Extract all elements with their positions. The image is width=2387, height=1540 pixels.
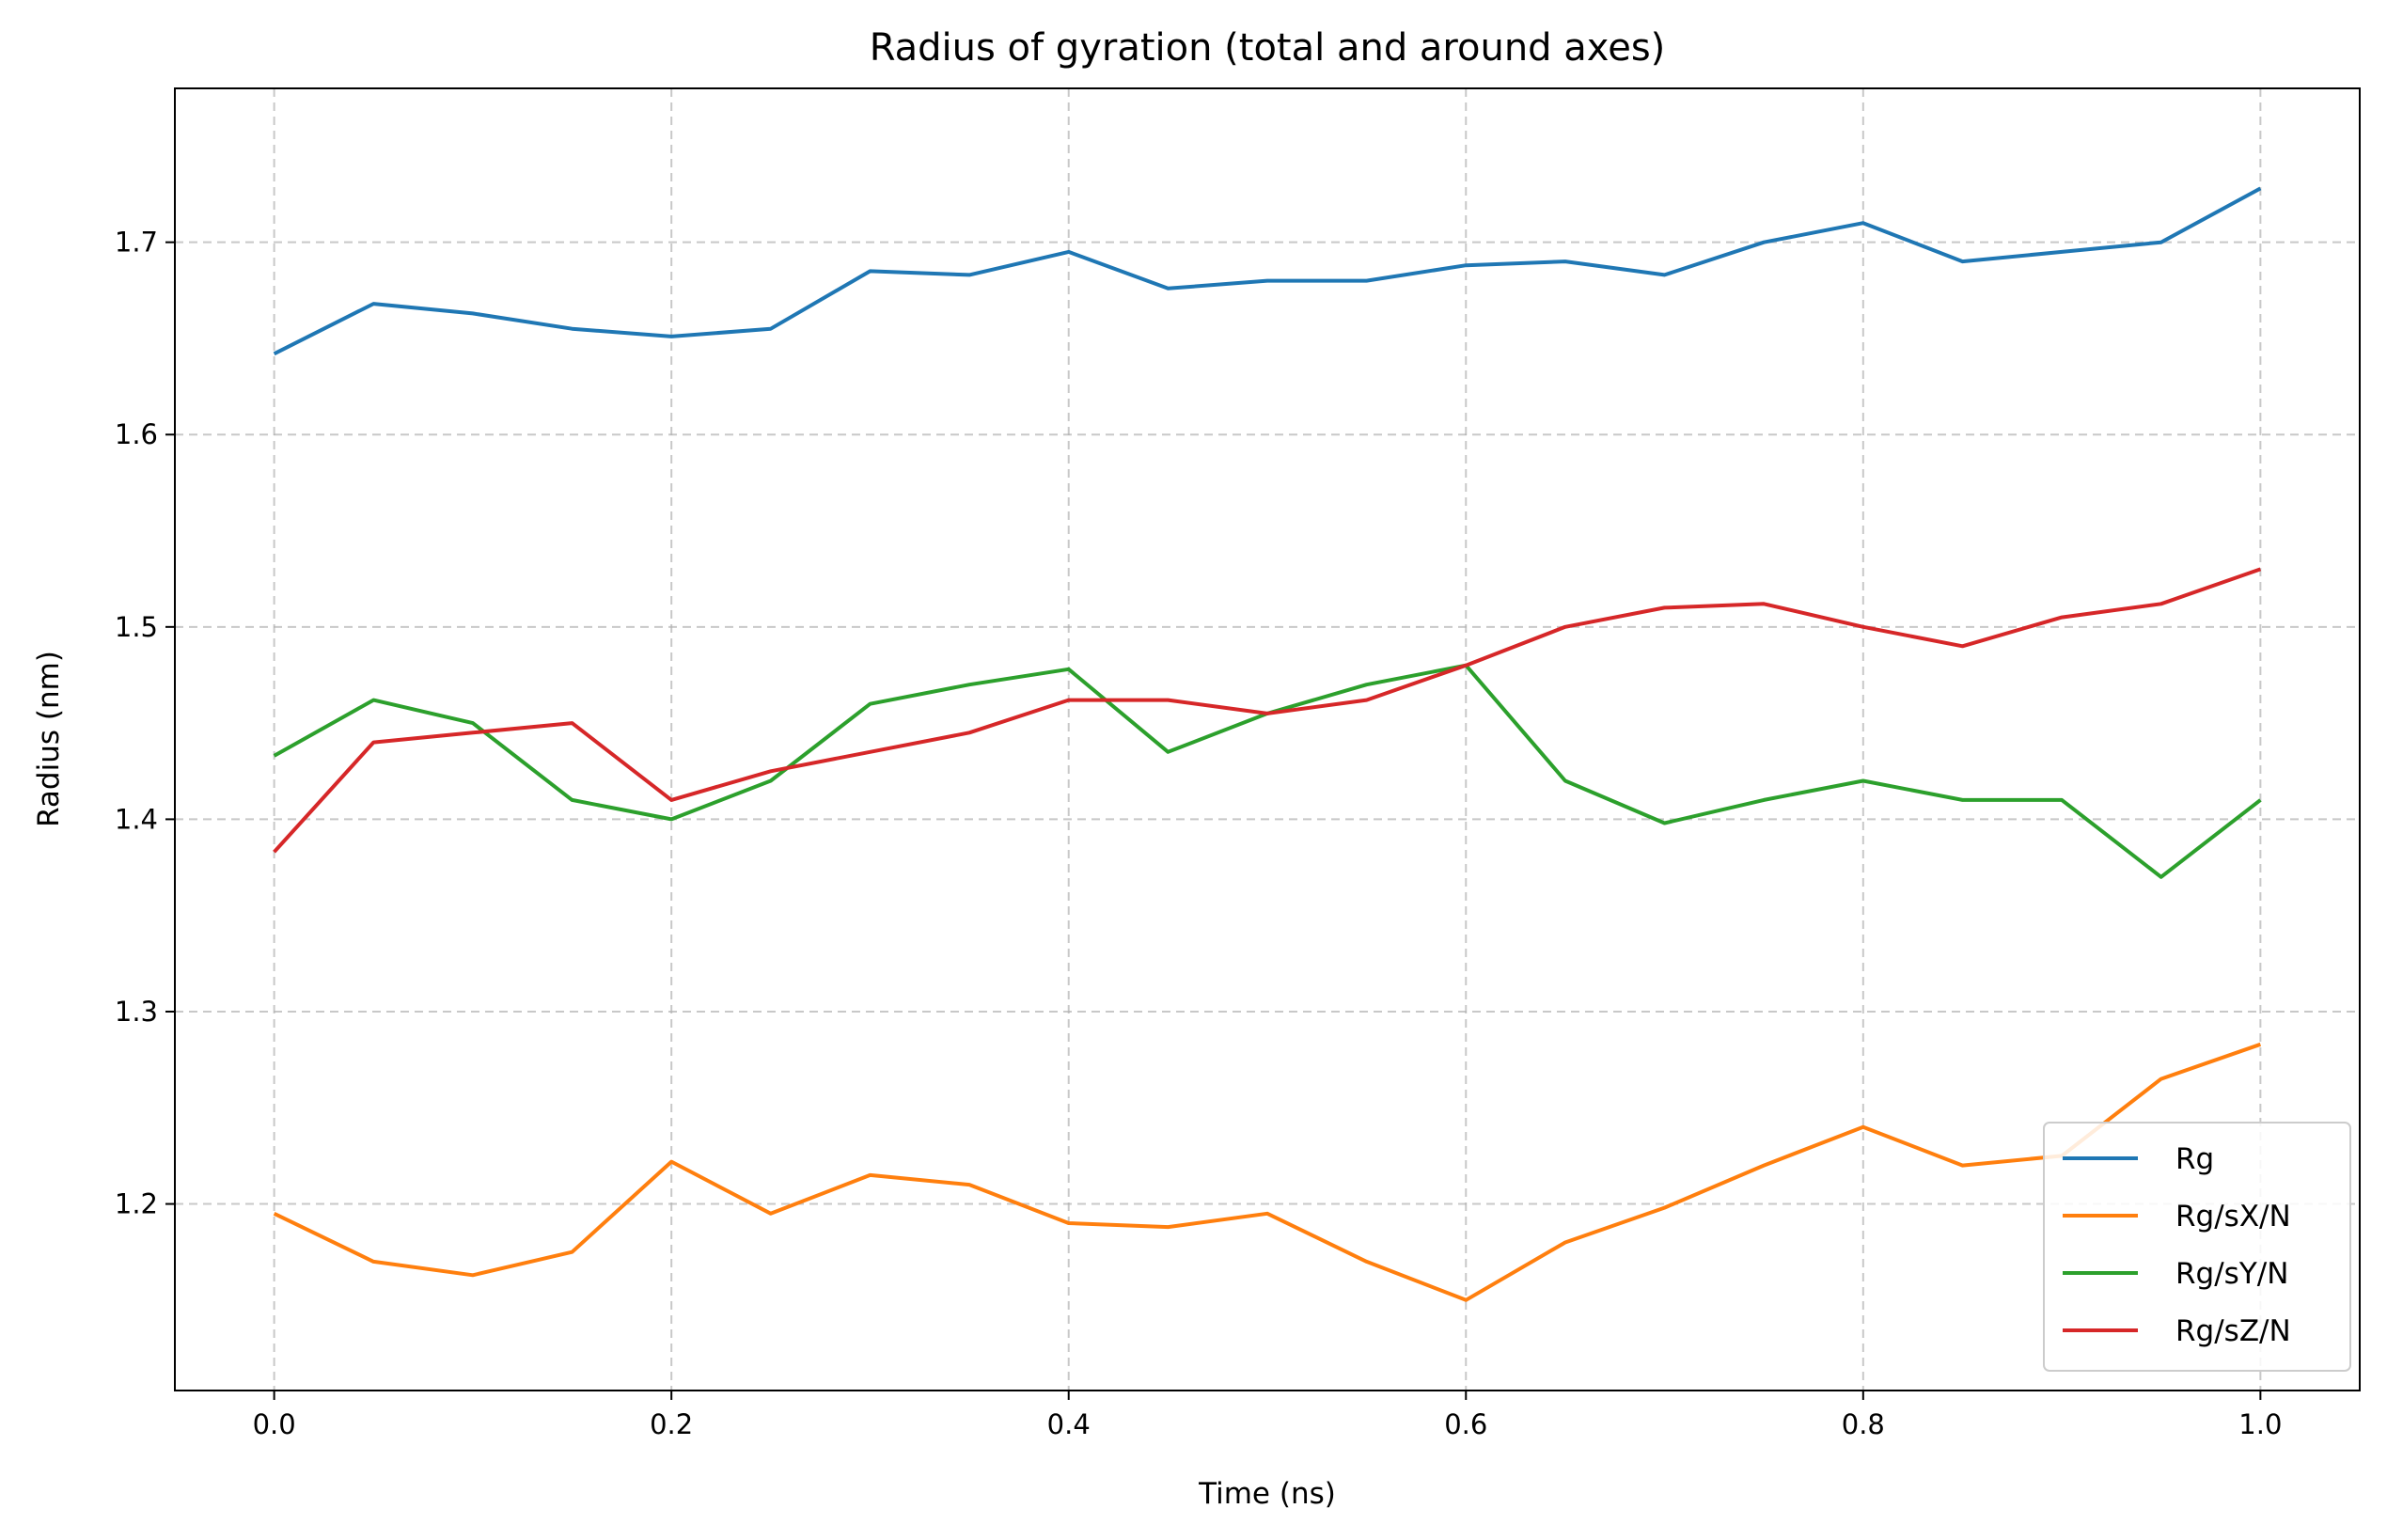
grid-lines: [175, 88, 2360, 1391]
x-axis-ticks: 0.0 0.2 0.4 0.6 0.8 1.0: [253, 1391, 2282, 1440]
y-axis-label: Radius (nm): [32, 651, 66, 827]
x-tick-label: 0.8: [1842, 1408, 1885, 1440]
legend: Rg Rg/sX/N Rg/sY/N Rg/sZ/N: [2043, 1122, 2351, 1372]
x-tick-label: 1.0: [2238, 1408, 2282, 1440]
chart-title: Radius of gyration (total and around axe…: [870, 26, 1666, 70]
legend-label: Rg/sX/N: [2175, 1200, 2291, 1234]
series-line-1: [273, 1042, 2262, 1302]
series-lines: [273, 186, 2262, 1302]
plot-frame: [174, 87, 2361, 1391]
legend-box: [2043, 1122, 2351, 1372]
y-tick-label: 1.6: [115, 418, 158, 450]
x-axis-label: Time (ns): [1198, 1477, 1336, 1511]
y-tick-label: 1.3: [115, 996, 158, 1028]
series-line-3: [273, 567, 2262, 854]
legend-label: Rg: [2175, 1142, 2214, 1176]
y-tick-label: 1.7: [115, 227, 158, 259]
x-tick-label: 0.2: [650, 1408, 693, 1440]
y-axis-ticks: 1.2 1.3 1.4 1.5 1.6 1.7: [115, 227, 175, 1220]
legend-label: Rg/sY/N: [2175, 1257, 2288, 1291]
series-line-0: [273, 186, 2262, 356]
y-tick-label: 1.2: [115, 1188, 158, 1220]
y-tick-label: 1.4: [115, 803, 158, 835]
x-tick-label: 0.4: [1047, 1408, 1091, 1440]
y-tick-label: 1.5: [115, 611, 158, 643]
legend-label: Rg/sZ/N: [2175, 1314, 2291, 1348]
x-tick-label: 0.6: [1444, 1408, 1487, 1440]
x-tick-label: 0.0: [253, 1408, 296, 1440]
